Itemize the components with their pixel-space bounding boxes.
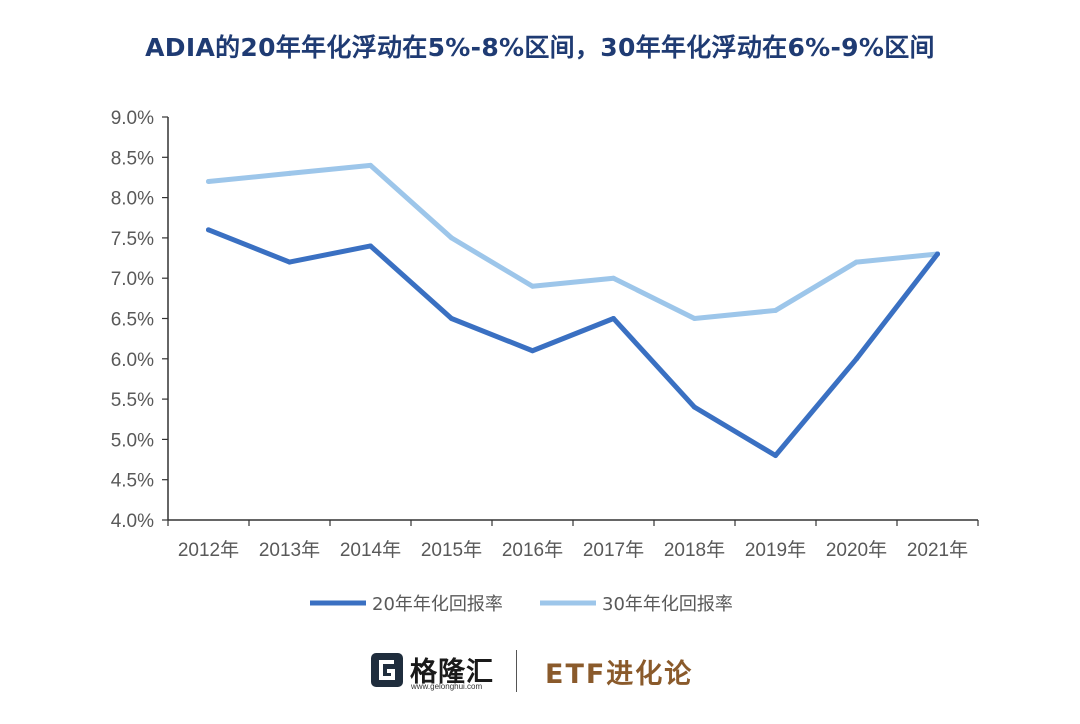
data-point: [206, 178, 211, 184]
data-point: [530, 283, 535, 289]
series-line-1: [206, 227, 940, 459]
y-tick-label: 8.5%: [111, 148, 154, 169]
g-logo-icon: [370, 652, 404, 688]
brand-url: www.gelonghui.com: [411, 682, 483, 691]
y-tick-label: 5.0%: [111, 430, 154, 451]
data-point: [368, 243, 373, 249]
x-tick-label: 2014年: [340, 539, 401, 561]
y-tick-label: 4.0%: [111, 511, 154, 532]
x-tick-label: 2020年: [826, 539, 887, 561]
line-chart: 4.0% 4.5% 5.0% 5.5% 6.0% 6.5% 7.0% 7.5% 8.0% 8.5%…: [111, 108, 979, 615]
chart-title: ADIA的20年年化浮动在5%-8%区间，30年年化浮动在6%-9%区间: [145, 33, 935, 62]
brand-name: 格隆汇: [410, 657, 494, 688]
data-point: [287, 170, 292, 176]
x-tick-label: 2013年: [259, 539, 320, 561]
data-point: [692, 404, 697, 410]
data-point: [935, 251, 940, 257]
x-tick-label: 2018年: [664, 539, 725, 561]
data-point: [206, 227, 211, 233]
footer-divider: [516, 650, 517, 692]
series-line-2: [206, 162, 940, 321]
y-tick-label: 6.5%: [111, 310, 154, 331]
data-point: [530, 348, 535, 354]
data-point: [287, 259, 292, 265]
y-tick-label: 7.0%: [111, 269, 154, 290]
y-tick-label: 8.0%: [111, 189, 154, 210]
y-tick-label: 5.5%: [111, 390, 154, 411]
etf-label: ETF进化论: [545, 659, 694, 690]
x-tick-label: 2016年: [502, 539, 563, 561]
legend-label-1: 20年年化回报率: [372, 594, 503, 615]
data-point: [611, 316, 616, 321]
data-point: [854, 356, 859, 362]
y-tick-label: 4.5%: [111, 471, 154, 492]
y-tick-label: 9.0%: [111, 108, 154, 129]
data-point: [773, 307, 778, 313]
y-tick-label: 7.5%: [111, 229, 154, 250]
footer: 格隆汇 www.gelonghui.com ETF进化论: [0, 648, 1080, 698]
x-tick-label: 2012年: [178, 539, 239, 561]
data-point: [449, 235, 454, 241]
y-tick-label: 6.0%: [111, 350, 154, 371]
data-point: [368, 162, 373, 168]
data-point: [854, 259, 859, 265]
data-point: [773, 453, 778, 459]
legend-label-2: 30年年化回报率: [602, 594, 733, 615]
data-point: [449, 316, 454, 321]
data-point: [611, 275, 616, 281]
data-point: [692, 316, 697, 321]
x-tick-label: 2015年: [421, 539, 482, 561]
x-tick-label: 2017年: [583, 539, 644, 561]
x-tick-label: 2019年: [745, 539, 806, 561]
x-tick-label: 2021年: [907, 539, 968, 561]
